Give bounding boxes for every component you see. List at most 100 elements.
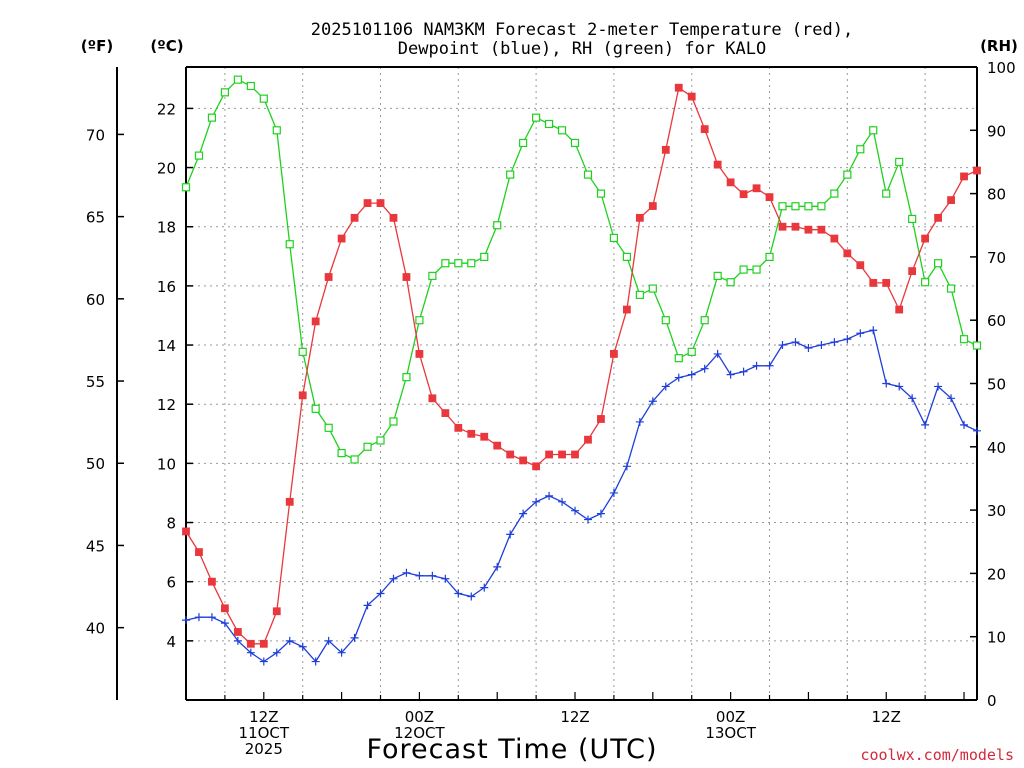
temperature-point [843, 249, 852, 258]
rh-point [402, 373, 411, 382]
x-axis-label: Forecast Time (UTC) [366, 734, 657, 765]
rh-point [272, 126, 281, 135]
rh-point [635, 290, 644, 299]
rh-point [285, 240, 294, 249]
temperature-point [622, 305, 631, 314]
rh-point [804, 202, 813, 211]
rh-tick-label: 80 [987, 186, 1006, 204]
temperature-point [454, 423, 463, 432]
unit-label-rh: (RH) [980, 37, 1018, 55]
celsius-tick-label: 10 [157, 455, 176, 473]
dewpoint-point [571, 506, 580, 515]
rh-point [765, 252, 774, 261]
dewpoint-point [609, 488, 618, 497]
dewpoint-point [324, 636, 333, 645]
temperature-point [233, 628, 242, 636]
fahrenheit-tick-label: 50 [86, 455, 105, 473]
rh-point [233, 75, 242, 84]
dewpoint-point [311, 657, 320, 666]
rh-point [921, 278, 930, 287]
dewpoint-point [622, 462, 631, 471]
temperature-point [195, 548, 203, 557]
temperature-point [376, 199, 385, 207]
x-tick-label: 00Z [716, 708, 745, 726]
temperature-point [311, 317, 320, 326]
dewpoint-point [545, 491, 554, 500]
dewpoint-point [817, 341, 826, 350]
temperature-point [506, 450, 515, 459]
dewpoint-point [713, 349, 722, 358]
temperature-point [584, 435, 592, 444]
dewpoint-point [973, 426, 981, 435]
fahrenheit-tick-label: 65 [86, 209, 105, 227]
dewpoint-point [233, 636, 242, 645]
celsius-tick-label: 4 [166, 633, 176, 651]
rh-point [480, 252, 489, 261]
celsius-tick-label: 8 [166, 515, 176, 533]
rh-point [376, 436, 385, 445]
rh-point [519, 138, 528, 148]
dewpoint-point [687, 370, 696, 379]
rh-point [583, 170, 593, 179]
rh-tick-label: 50 [987, 376, 1006, 394]
dewpoint-point [791, 338, 800, 347]
temperature-point [519, 456, 528, 465]
temperature-point [882, 279, 891, 287]
temperature-point [610, 350, 618, 358]
temperature-point [804, 225, 813, 234]
temperature-point [571, 450, 579, 459]
temperature-point [765, 193, 774, 202]
temperature-point [752, 184, 761, 193]
rh-tick-label: 10 [987, 629, 1006, 647]
temperature-point [895, 305, 904, 314]
temperature-point [182, 527, 190, 536]
chart-title-line2: Dewpoint (blue), RH (green) for KALO [398, 39, 766, 59]
rh-point [298, 347, 307, 356]
rh-line [185, 78, 978, 461]
dewpoint-point [700, 364, 709, 373]
celsius-tick-label: 14 [157, 337, 176, 355]
rh-tick-label: 60 [987, 312, 1006, 330]
fahrenheit-tick-label: 40 [86, 620, 105, 638]
unit-label-fahrenheit: (ºF) [81, 37, 113, 55]
rh-point [972, 341, 982, 350]
temperature-point [869, 279, 878, 287]
celsius-tick-label: 12 [157, 396, 176, 414]
temperature-point [960, 172, 968, 181]
dewpoint-point [856, 329, 865, 338]
temperature-point [467, 429, 476, 438]
dewpoint-point [882, 379, 891, 388]
dewpoint-point [726, 370, 735, 379]
dewpoint-point [895, 382, 904, 391]
temperature-point [402, 273, 411, 281]
dewpoint-point [752, 361, 761, 370]
series-group [181, 75, 982, 666]
rh-point [856, 145, 865, 154]
dewpoint-point [519, 509, 528, 518]
rh-point [674, 354, 683, 363]
temperature-point [208, 577, 216, 586]
rh-point [687, 347, 696, 356]
dewpoint-point [947, 394, 956, 403]
rh-point [350, 455, 359, 464]
rh-point [415, 316, 424, 325]
temperature-point [441, 409, 450, 417]
dewpoint-point [934, 382, 943, 391]
rh-point [532, 113, 541, 122]
dewpoint-point [648, 397, 657, 406]
dewpoint-point [441, 574, 450, 583]
rh-point [648, 284, 657, 293]
dewpoint-point [778, 341, 787, 350]
rh-tick-label: 100 [987, 59, 1016, 77]
temperature-point [350, 213, 359, 222]
dewpoint-point [869, 326, 878, 335]
dewpoint-point [428, 571, 437, 580]
rh-point [726, 278, 735, 287]
celsius-tick-label: 20 [157, 160, 176, 178]
rh-point [661, 316, 670, 325]
rh-point [557, 126, 567, 135]
temperature-point [947, 196, 955, 205]
rh-point [259, 94, 268, 103]
rh-point [246, 81, 255, 91]
temperature-point [389, 213, 398, 222]
